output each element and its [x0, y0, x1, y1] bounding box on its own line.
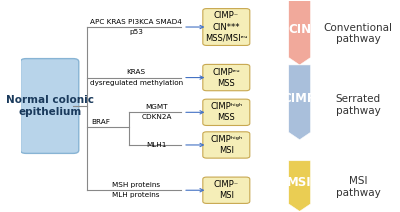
Text: KRAS: KRAS	[126, 70, 146, 75]
Text: MSH proteins: MSH proteins	[112, 182, 160, 188]
Text: MLH proteins: MLH proteins	[112, 192, 160, 198]
Text: MLH1: MLH1	[146, 142, 167, 148]
Text: MSI: MSI	[287, 176, 312, 189]
Text: p53: p53	[129, 29, 143, 35]
Text: Serrated
pathway: Serrated pathway	[335, 94, 380, 116]
Text: CIMPʰⁱᵍʰ
MSI: CIMPʰⁱᵍʰ MSI	[210, 135, 242, 155]
FancyBboxPatch shape	[203, 132, 250, 158]
Text: CDKN2A: CDKN2A	[142, 114, 172, 120]
Text: Normal colonic
epithelium: Normal colonic epithelium	[6, 95, 94, 117]
Text: CIMP⁻
CIN***
MSS/MSIᵉᵘ: CIMP⁻ CIN*** MSS/MSIᵉᵘ	[205, 11, 248, 43]
Polygon shape	[289, 65, 310, 140]
Text: CIMPʰⁱᵍʰ
MSS: CIMPʰⁱᵍʰ MSS	[210, 102, 242, 122]
Polygon shape	[289, 1, 310, 65]
FancyBboxPatch shape	[203, 64, 250, 91]
Text: Conventional
pathway: Conventional pathway	[323, 22, 392, 44]
Text: dysregulated methylation: dysregulated methylation	[90, 80, 183, 86]
Text: CIN: CIN	[288, 23, 311, 36]
Text: APC KRAS PI3KCA SMAD4: APC KRAS PI3KCA SMAD4	[90, 19, 182, 25]
Text: CIMP: CIMP	[283, 92, 316, 105]
Text: MSI
pathway: MSI pathway	[336, 176, 380, 198]
Text: BRAF: BRAF	[91, 119, 110, 124]
Polygon shape	[289, 161, 310, 211]
FancyBboxPatch shape	[20, 59, 79, 153]
Text: CIMPᵉᵘ
MSS: CIMPᵉᵘ MSS	[212, 67, 240, 88]
Text: CIMP⁻
MSI: CIMP⁻ MSI	[214, 180, 239, 200]
Text: MGMT: MGMT	[146, 104, 168, 110]
FancyBboxPatch shape	[203, 177, 250, 203]
FancyBboxPatch shape	[203, 99, 250, 126]
FancyBboxPatch shape	[203, 9, 250, 45]
